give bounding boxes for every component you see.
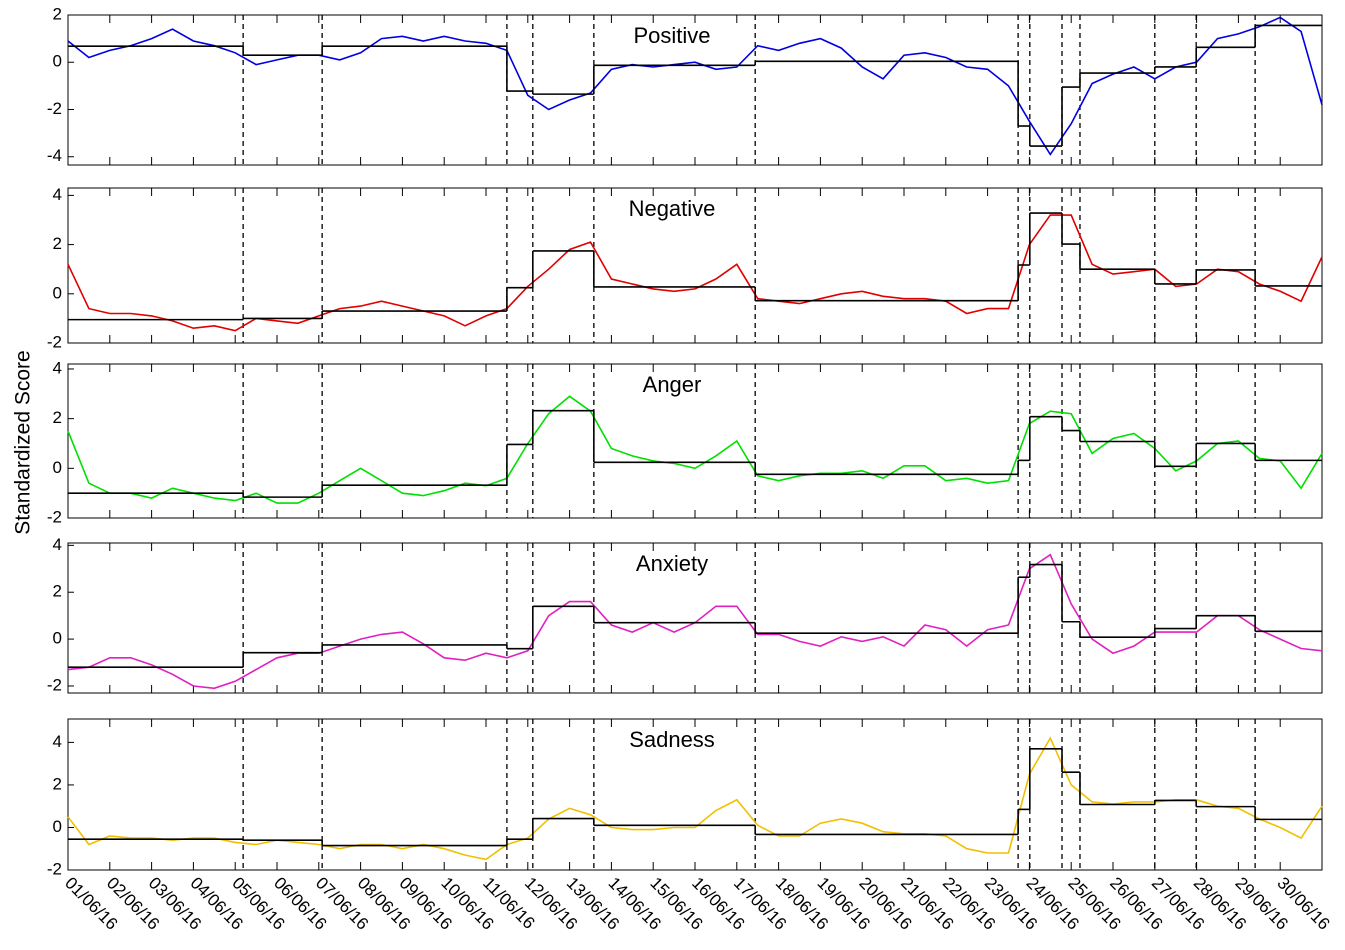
y-tick-label: 2 bbox=[53, 408, 62, 427]
score-line bbox=[67, 16, 1323, 156]
y-tick-label: -2 bbox=[47, 859, 62, 878]
y-tick-label: 4 bbox=[53, 535, 62, 554]
panel-title: Positive bbox=[633, 23, 710, 48]
y-tick-label: 4 bbox=[53, 358, 62, 377]
y-tick-label: -4 bbox=[47, 146, 62, 165]
y-tick-label: -2 bbox=[47, 99, 62, 118]
panel-title: Sadness bbox=[629, 727, 715, 752]
y-tick-label: -2 bbox=[47, 507, 62, 526]
score-line bbox=[67, 395, 1323, 504]
y-tick-label: 2 bbox=[53, 234, 62, 253]
y-tick-label: 0 bbox=[53, 629, 62, 648]
y-tick-label: 0 bbox=[53, 283, 62, 302]
y-tick-label: -2 bbox=[47, 675, 62, 694]
y-tick-label: 0 bbox=[53, 52, 62, 71]
y-tick-label: 2 bbox=[53, 774, 62, 793]
y-tick-label: 2 bbox=[53, 582, 62, 601]
score-line bbox=[67, 214, 1323, 332]
y-tick-label: 4 bbox=[53, 185, 62, 204]
y-tick-label: 4 bbox=[53, 732, 62, 751]
panel-title: Anger bbox=[643, 372, 702, 397]
y-tick-label: 0 bbox=[53, 817, 62, 836]
score-line bbox=[67, 736, 1323, 861]
y-tick-label: -2 bbox=[47, 332, 62, 351]
panel-title: Anxiety bbox=[636, 551, 708, 576]
panel-title: Negative bbox=[629, 196, 716, 221]
y-tick-label: 2 bbox=[53, 4, 62, 23]
y-axis-label: Standardized Score bbox=[12, 350, 35, 534]
y-tick-label: 0 bbox=[53, 458, 62, 477]
